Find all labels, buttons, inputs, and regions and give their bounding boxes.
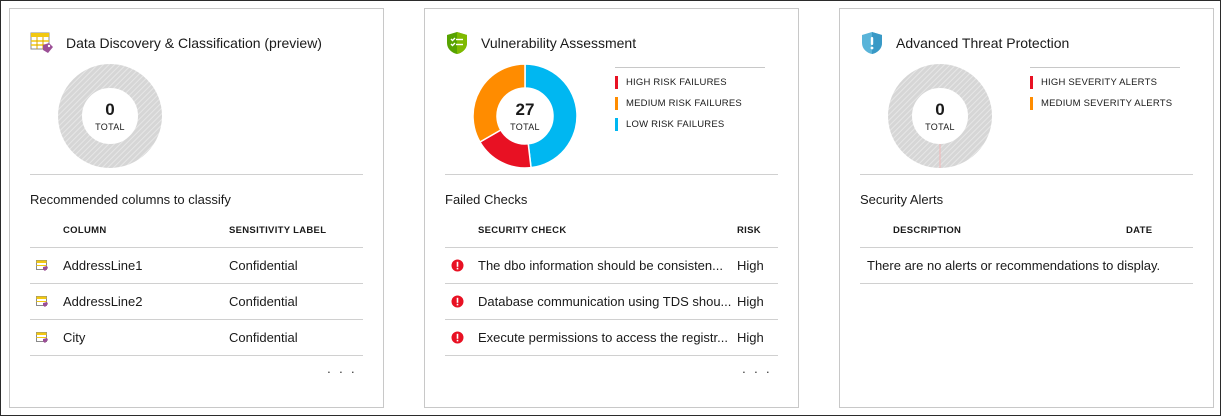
section-title: Security Alerts [860,192,944,207]
legend-item-high-severity[interactable]: HIGH SEVERITY ALERTS [1030,72,1180,93]
donut-center: 27 TOTAL [473,64,577,168]
table-row[interactable]: AddressLine1 Confidential [30,248,363,284]
card-header: Advanced Threat Protection [860,31,1069,55]
more-ellipsis[interactable]: · · · [741,364,772,379]
vulnerability-donut: 27 TOTAL [473,64,577,168]
sensitivity-label: Confidential [229,294,298,309]
column-header-sensitivity-label[interactable]: SENSITIVITY LABEL [229,225,327,236]
legend-item-low-risk[interactable]: LOW RISK FAILURES [615,114,765,135]
card-header: Data Discovery & Classification (preview… [30,31,322,55]
legend-swatch [615,97,618,110]
sensitivity-label: Confidential [229,330,298,345]
legend-item-high-risk[interactable]: HIGH RISK FAILURES [615,72,765,93]
table-row[interactable]: Database communication using TDS shou...… [445,284,778,320]
vulnerability-assessment-card[interactable]: Vulnerability Assessment 27 TOTAL HIGH R… [424,8,799,408]
donut-total: 0 [935,99,945,119]
data-classification-icon [30,31,54,55]
vulnerability-legend: HIGH RISK FAILURES MEDIUM RISK FAILURES … [615,67,765,135]
legend-swatch [1030,76,1033,89]
donut-total: 27 [515,99,535,119]
card-title: Data Discovery & Classification (preview… [66,35,322,51]
threat-donut: 0 TOTAL [888,64,992,168]
donut-total: 0 [105,99,115,119]
legend-swatch [615,76,618,89]
legend-label: MEDIUM RISK FAILURES [626,98,742,109]
donut-center: 0 TOTAL [888,64,992,168]
security-alerts-table: DESCRIPTION DATE There are no alerts or … [860,214,1193,284]
data-discovery-card[interactable]: Data Discovery & Classification (preview… [9,8,384,408]
column-header-security-check[interactable]: SECURITY CHECK [478,225,567,236]
empty-ring [58,64,162,168]
legend-label: MEDIUM SEVERITY ALERTS [1041,98,1173,109]
divider [860,174,1193,175]
table-row[interactable]: The dbo information should be consisten.… [445,248,778,284]
risk-value: High [737,294,764,309]
column-name: AddressLine1 [63,258,143,273]
slice-medium-risk[interactable] [473,64,526,144]
empty-alerts-message: There are no alerts or recommendations t… [860,248,1193,284]
section-title: Recommended columns to classify [30,192,231,207]
table-header: DESCRIPTION DATE [860,214,1193,248]
column-header-column[interactable]: COLUMN [63,225,107,236]
table-column-icon [30,296,63,307]
section-title: Failed Checks [445,192,528,207]
card-title: Advanced Threat Protection [896,35,1070,51]
advanced-threat-protection-card[interactable]: Advanced Threat Protection 0 TOTAL [839,8,1214,408]
threat-legend: HIGH SEVERITY ALERTS MEDIUM SEVERITY ALE… [1030,67,1180,114]
shield-checklist-icon [445,31,469,55]
column-header-date[interactable]: DATE [1126,225,1153,236]
legend-label: HIGH SEVERITY ALERTS [1041,77,1158,88]
divider [445,174,778,175]
legend-label: LOW RISK FAILURES [626,119,725,130]
column-header-risk[interactable]: RISK [737,225,761,236]
risk-value: High [737,330,764,345]
donut-caption: TOTAL [925,121,955,132]
table-header: COLUMN SENSITIVITY LABEL [30,214,363,248]
more-ellipsis[interactable]: · · · [326,364,357,379]
failed-checks-table: SECURITY CHECK RISK The dbo information … [445,214,778,356]
legend-label: HIGH RISK FAILURES [626,77,727,88]
vulnerability-donut-chart [473,64,577,168]
slice-low-risk[interactable] [524,64,577,168]
shield-alert-icon [860,31,884,55]
legend-item-medium-severity[interactable]: MEDIUM SEVERITY ALERTS [1030,93,1180,114]
discovery-donut: 0 TOTAL [58,64,162,168]
column-name: AddressLine2 [63,294,143,309]
card-title: Vulnerability Assessment [481,35,637,51]
security-check-text: Execute permissions to access the regist… [478,330,728,345]
column-name: City [63,330,86,345]
error-icon [445,331,478,344]
recommended-columns-table: COLUMN SENSITIVITY LABEL AddressLine1 Co… [30,214,363,356]
donut-center: 0 TOTAL [58,64,162,168]
table-column-icon [30,332,63,343]
sensitivity-label: Confidential [229,258,298,273]
donut-caption: TOTAL [95,121,125,132]
card-header: Vulnerability Assessment [445,31,636,55]
table-column-icon [30,260,63,271]
divider [30,174,363,175]
legend-swatch [1030,97,1033,110]
security-check-text: The dbo information should be consisten.… [478,258,723,273]
table-row[interactable]: City Confidential [30,320,363,356]
column-header-description[interactable]: DESCRIPTION [893,225,962,236]
table-row[interactable]: Execute permissions to access the regist… [445,320,778,356]
donut-caption: TOTAL [510,121,540,132]
table-row[interactable]: AddressLine2 Confidential [30,284,363,320]
security-check-text: Database communication using TDS shou... [478,294,732,309]
table-header: SECURITY CHECK RISK [445,214,778,248]
risk-value: High [737,258,764,273]
error-icon [445,259,478,272]
error-icon [445,295,478,308]
legend-swatch [615,118,618,131]
legend-item-medium-risk[interactable]: MEDIUM RISK FAILURES [615,93,765,114]
